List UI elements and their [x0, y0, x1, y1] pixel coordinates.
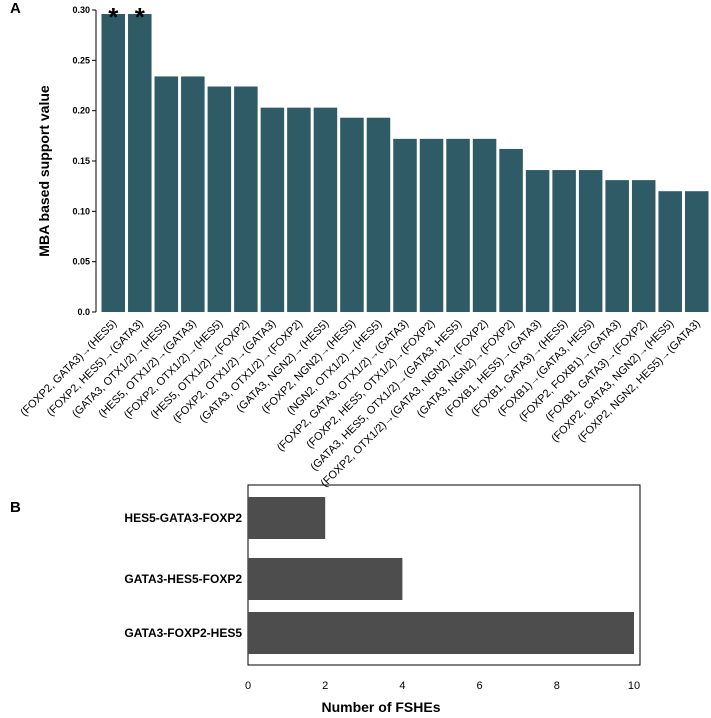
y-tick-label: 0.25	[72, 55, 90, 65]
bar	[525, 170, 550, 312]
bar	[631, 180, 656, 312]
bar	[181, 76, 205, 312]
y-tick-label: GATA3-FOXP2-HES5	[124, 626, 242, 640]
bar	[248, 497, 326, 539]
bar	[234, 86, 258, 312]
y-tick-label: 0.20	[72, 106, 90, 116]
x-tick-label: 0	[245, 680, 251, 692]
bar	[287, 107, 311, 312]
significance-marker: *	[135, 2, 146, 32]
x-axis-title: Number of FSHEs	[321, 699, 440, 715]
chart-a: 0.0 0.05 0.10 0.15 0.20 0.25 0.30 MBA based sup…	[18, 2, 709, 490]
bar	[393, 138, 417, 312]
y-axis-title: MBA based support value	[36, 85, 52, 257]
y-tick-label: GATA3-HES5-FOXP2	[124, 572, 242, 586]
y-tick-label: 0.10	[72, 206, 90, 216]
bar	[578, 170, 603, 312]
bar	[446, 138, 470, 312]
x-tick-label: 8	[554, 680, 560, 692]
significance-marker: *	[108, 2, 119, 32]
bar	[101, 14, 126, 312]
y-tick-label: HES5-GATA3-FOXP2	[124, 511, 242, 525]
bar	[366, 117, 391, 312]
bar	[248, 612, 634, 654]
bar	[128, 14, 152, 312]
y-tick-label: 0.15	[72, 156, 90, 166]
y-tick-label: 0.05	[72, 257, 90, 267]
x-tick-label: 6	[477, 680, 483, 692]
bar	[419, 138, 444, 312]
bar	[313, 107, 338, 312]
bar	[658, 191, 682, 312]
x-tick-label: 2	[322, 680, 328, 692]
bar	[340, 117, 364, 312]
bar	[260, 107, 285, 312]
y-tick-label: 0.0	[77, 307, 90, 317]
panel-a-label: A	[10, 0, 21, 17]
bar	[684, 191, 709, 312]
bar	[154, 76, 179, 312]
y-tick-label: 0.30	[72, 5, 90, 15]
bar	[499, 148, 523, 312]
bar	[472, 138, 497, 312]
bar	[248, 558, 403, 600]
panel-b-label: B	[10, 499, 21, 516]
chart-b: HES5-GATA3-FOXP2 GATA3-HES5-FOXP2 GATA3-FO…	[124, 484, 641, 715]
x-tick-label: 4	[399, 680, 405, 692]
bar	[605, 180, 629, 312]
x-tick-label: 10	[628, 680, 640, 692]
bar	[207, 86, 232, 312]
bar	[552, 170, 576, 312]
